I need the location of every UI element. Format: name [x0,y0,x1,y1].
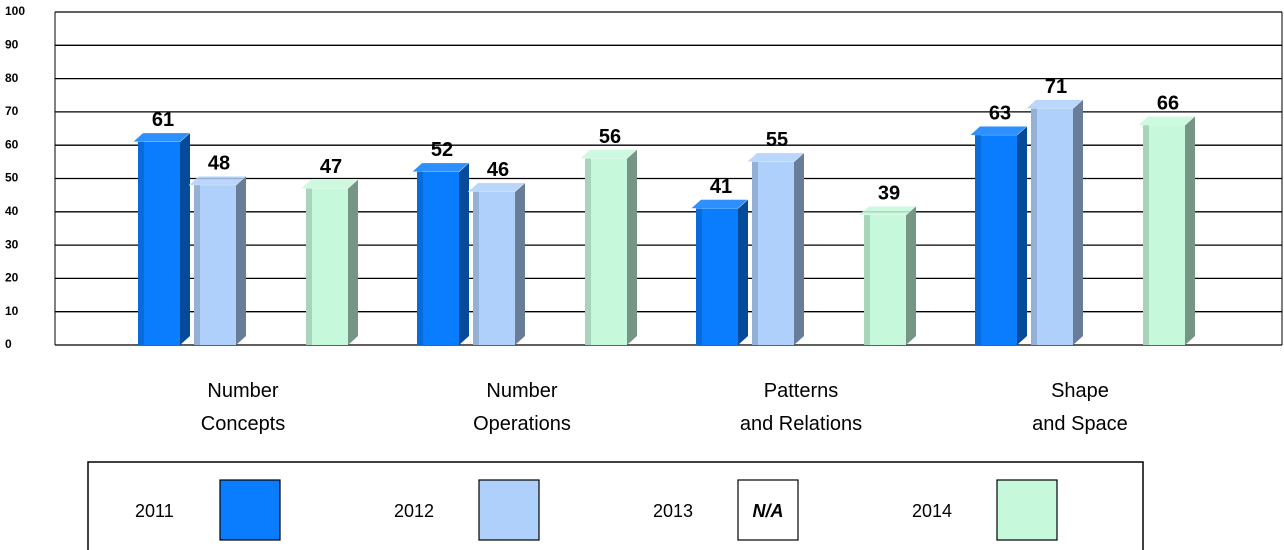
value-label: 52 [431,139,453,161]
bar-top [300,179,359,189]
y-tick-label: 100 [5,4,25,18]
legend-label: 2011 [135,501,174,521]
legend-swatch [996,479,1058,541]
legend-swatch [219,479,281,541]
bar [864,215,906,345]
y-tick-label: 90 [5,37,19,51]
y-tick-label: 80 [5,71,19,85]
bar-top [188,175,247,186]
bar [696,208,738,345]
legend-swatch [478,479,540,541]
bar-edge [1031,108,1037,345]
legend-label: 2013 [653,501,693,521]
value-label: 39 [878,182,900,204]
bar-top [858,205,917,216]
bar-side [738,199,748,345]
bar-side [794,152,804,345]
bar [1143,125,1185,345]
legend-swatch-label: N/A [753,501,784,521]
legend-label: 2012 [394,501,434,521]
bar-edge [1143,125,1149,345]
bar-top [411,162,470,173]
bar-edge [473,191,479,345]
bar [975,135,1017,345]
bar-edge [585,158,591,345]
bar-side [906,206,916,345]
bar-side [459,162,469,345]
bar [585,158,627,345]
value-label: 48 [208,152,230,174]
y-tick-label: 0 [5,337,12,351]
value-label: 63 [989,102,1011,124]
value-label: 46 [487,159,509,181]
bar [417,171,459,345]
bar-side [180,132,190,345]
bar-top [746,152,805,163]
bar-edge [975,135,981,345]
bar-edge [138,141,144,345]
bar-side [1073,99,1083,345]
value-label: 61 [152,109,174,131]
y-tick-label: 60 [5,137,19,151]
x-tick-label: Number Concepts [201,380,286,435]
x-tick-label: Shape and Space [1032,380,1128,435]
bar-side [627,149,637,345]
bar-top [579,149,638,159]
bar-top [690,199,749,209]
bar-edge [752,161,758,345]
y-tick-label: 10 [5,304,19,318]
y-tick-label: 20 [5,271,19,285]
value-label: 71 [1045,76,1067,98]
bar-side [1017,126,1027,346]
bar-side [515,182,525,345]
bar-top [1137,115,1196,126]
value-label: 47 [320,156,342,178]
x-tick-label: Patterns and Relations [740,380,862,435]
bar-edge [696,208,702,345]
bar [752,161,794,345]
bar-edge [306,188,312,345]
x-tick-label: Number Operations [473,380,571,435]
bar [306,188,348,345]
legend-label: 2014 [912,501,952,521]
bar-edge [864,215,870,345]
bar-top [132,132,191,143]
value-label: 66 [1157,93,1179,115]
bar-side [236,176,246,345]
legend-swatch [737,479,799,541]
y-tick-label: 50 [5,171,19,185]
bar-edge [417,171,423,345]
bar [194,185,236,345]
bar-side [348,179,358,345]
bar-top [467,182,526,193]
bar-edge [194,185,200,345]
value-label: 55 [766,129,788,151]
y-tick-label: 40 [5,204,19,218]
bar [473,191,515,345]
value-label: 56 [599,126,621,148]
bar [138,141,180,345]
bar [1031,108,1073,345]
y-tick-label: 30 [5,237,19,251]
value-label: 41 [710,176,732,198]
bar-side [1185,116,1195,345]
y-tick-label: 70 [5,104,19,118]
bar-top [1025,99,1084,109]
bar-top [969,125,1028,136]
